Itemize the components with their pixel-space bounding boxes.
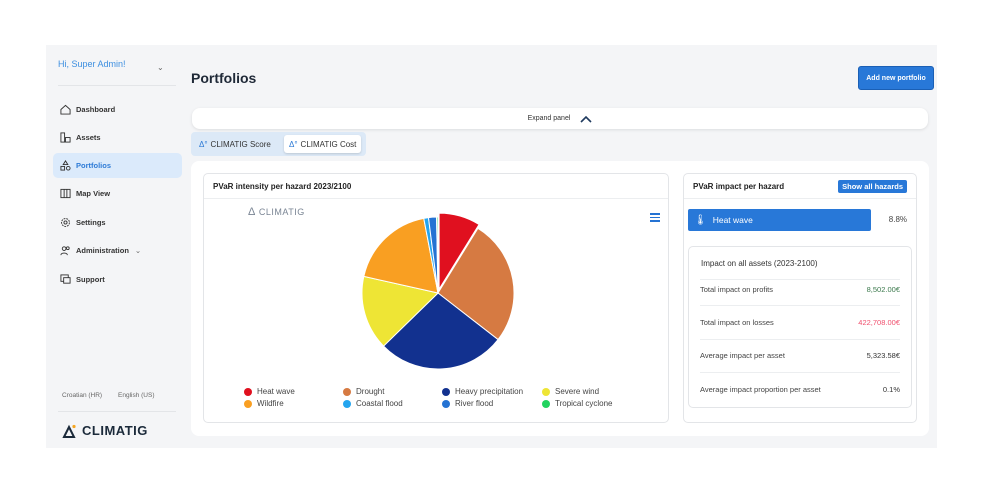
sidebar-item-label: Support xyxy=(76,275,105,284)
portfolios-icon xyxy=(60,160,71,171)
sidebar-item-assets[interactable]: Assets xyxy=(53,125,182,150)
divider xyxy=(700,372,900,373)
legend-label: Wildfire xyxy=(257,399,284,408)
card-title: PVaR impact per hazard xyxy=(693,181,785,191)
legend-label: Drought xyxy=(356,387,385,396)
tab-climatig-score[interactable]: Δ° CLIMATIG Score xyxy=(194,135,276,153)
legend-item[interactable]: Coastal flood xyxy=(343,399,403,408)
hazard-label: Heat wave xyxy=(712,215,753,225)
divider xyxy=(700,279,900,280)
climatig-logo: CLIMATIG xyxy=(62,423,148,438)
legend-marker xyxy=(442,399,450,408)
legend-marker xyxy=(442,387,450,396)
legend-marker xyxy=(244,399,252,408)
users-icon xyxy=(60,246,70,256)
chart-watermark: Δ CLIMATIG xyxy=(248,206,305,218)
pie-slice-wildfire[interactable] xyxy=(363,217,439,294)
tab-label: CLIMATIG Score xyxy=(210,139,271,149)
sidebar-item-label: Settings xyxy=(76,218,106,227)
climatig-icon: Δ° xyxy=(199,139,208,149)
chevron-down-icon: ⌄ xyxy=(134,246,142,255)
legend-item[interactable]: Heavy precipitation xyxy=(442,387,523,396)
sidebar-item-dashboard[interactable]: Dashboard xyxy=(53,97,182,122)
legend-label: Coastal flood xyxy=(356,399,403,408)
legend-marker xyxy=(542,399,550,408)
sidebar: Hi, Super Admin! ⌄ Dashboard Assets Port… xyxy=(46,45,184,448)
user-greeting[interactable]: Hi, Super Admin! xyxy=(58,59,126,69)
legend-item[interactable]: Tropical cyclone xyxy=(542,399,613,408)
chevron-up-icon xyxy=(580,115,592,123)
summary-title: Impact on all assets (2023-2100) xyxy=(701,259,818,268)
legend-label: River flood xyxy=(455,399,494,408)
expand-label: Expand panel xyxy=(527,115,571,122)
legend-marker xyxy=(244,387,252,396)
legend-item[interactable]: Wildfire xyxy=(244,399,284,408)
legend-item[interactable]: Severe wind xyxy=(542,387,599,396)
pie-slice-drought[interactable] xyxy=(437,227,515,341)
show-all-hazards-button[interactable]: Show all hazards xyxy=(838,179,907,193)
sidebar-item-label: Dashboard xyxy=(76,105,116,114)
summary-row: Average impact proportion per asset 0.1% xyxy=(700,385,900,394)
legend-item[interactable]: River flood xyxy=(442,399,493,408)
legend-label: Heat wave xyxy=(257,387,295,396)
content-panel: PVaR intensity per hazard 2023/2100 Δ CLI… xyxy=(191,161,929,436)
legend-marker xyxy=(343,399,351,408)
impact-summary: Impact on all assets (2023-2100) Total i… xyxy=(688,246,912,408)
home-icon xyxy=(60,104,71,115)
thermometer-icon: 🌡 xyxy=(694,214,707,226)
hazard-value: 8.8% xyxy=(888,215,907,224)
legend-label: Severe wind xyxy=(555,387,600,396)
card-title: PVaR intensity per hazard 2023/2100 xyxy=(204,174,668,199)
sidebar-item-label: Portfolios xyxy=(76,161,111,170)
legend-item[interactable]: Heat wave xyxy=(244,387,295,396)
tab-bar: Δ° CLIMATIG Score Δ° CLIMATIG Cost xyxy=(191,132,366,156)
logo-icon xyxy=(62,424,76,438)
pie-slice-heat-wave[interactable] xyxy=(438,212,480,291)
hazard-bar-heat-wave[interactable]: 🌡 Heat wave xyxy=(688,209,871,231)
sidebar-item-administration[interactable]: Administration ⌄ xyxy=(53,238,182,263)
pie-slice-heavy-precipitation[interactable] xyxy=(382,292,499,370)
tab-climatig-cost[interactable]: Δ° CLIMATIG Cost xyxy=(284,135,362,153)
add-portfolio-button[interactable]: Add new portfolio xyxy=(858,66,934,90)
summary-row: Total impact on profits 8,502.00€ xyxy=(700,285,900,294)
page-title: Portfolios xyxy=(191,70,257,86)
tab-label: CLIMATIG Cost xyxy=(300,139,357,149)
divider xyxy=(700,339,900,340)
gear-icon xyxy=(61,218,70,227)
expand-panel-button[interactable]: Expand panel xyxy=(192,108,928,129)
divider xyxy=(58,411,176,412)
climatig-icon: Δ° xyxy=(289,139,298,149)
sidebar-item-label: Administration xyxy=(76,246,129,255)
legend-label: Tropical cyclone xyxy=(555,399,613,408)
map-icon xyxy=(60,188,71,199)
chart-menu-icon[interactable] xyxy=(650,213,660,222)
divider xyxy=(700,305,900,306)
pie-chart xyxy=(361,212,515,370)
legend-marker xyxy=(343,387,351,396)
legend-label: Heavy precipitation xyxy=(455,387,524,396)
sidebar-item-support[interactable]: Support xyxy=(53,267,182,292)
pvar-impact-card: PVaR impact per hazard Show all hazards … xyxy=(683,173,917,423)
summary-row: Total impact on losses 422,708.00€ xyxy=(700,318,900,327)
assets-icon xyxy=(60,132,71,143)
sidebar-item-map-view[interactable]: Map View xyxy=(53,181,182,206)
pvar-intensity-card: PVaR intensity per hazard 2023/2100 Δ CLI… xyxy=(203,173,669,423)
sidebar-item-label: Assets xyxy=(76,133,101,142)
sidebar-item-settings[interactable]: Settings xyxy=(53,210,182,235)
chevron-down-icon[interactable]: ⌄ xyxy=(157,63,164,72)
divider xyxy=(58,85,176,86)
sidebar-item-label: Map View xyxy=(76,189,111,198)
sidebar-item-portfolios[interactable]: Portfolios xyxy=(53,153,182,178)
support-icon xyxy=(60,274,71,284)
language-english[interactable]: English (US) xyxy=(118,392,155,399)
app: Hi, Super Admin! ⌄ Dashboard Assets Port… xyxy=(46,45,937,448)
logo-text: CLIMATIG xyxy=(82,423,148,438)
pie-slice-severe-wind[interactable] xyxy=(361,275,440,347)
language-croatian[interactable]: Croatian (HR) xyxy=(62,392,103,399)
legend-marker xyxy=(542,387,550,396)
pie-slice-tropical-cyclone[interactable] xyxy=(436,216,439,294)
summary-row: Average impact per asset 5,323.58€ xyxy=(700,351,900,360)
legend-item[interactable]: Drought xyxy=(343,387,384,396)
